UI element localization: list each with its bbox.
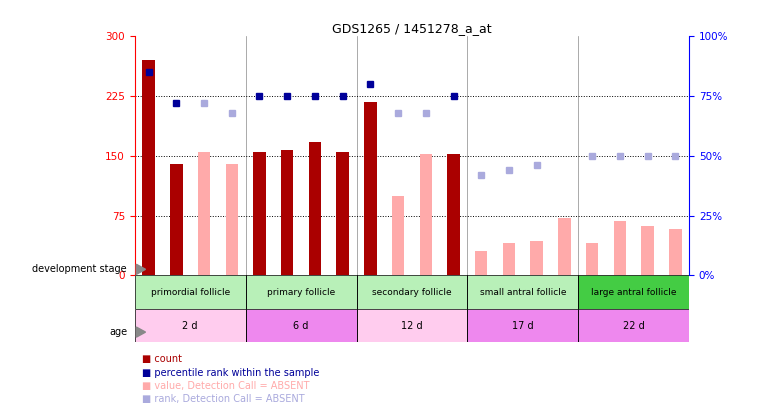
Bar: [578, 275, 689, 309]
Bar: [467, 309, 578, 342]
Text: age: age: [109, 327, 127, 337]
Bar: [392, 196, 404, 275]
Bar: [420, 154, 432, 275]
Bar: [198, 152, 210, 275]
Bar: [336, 152, 349, 275]
Text: 17 d: 17 d: [512, 320, 534, 330]
Bar: [309, 142, 321, 275]
Bar: [357, 275, 467, 309]
Bar: [135, 275, 246, 309]
Text: ■ rank, Detection Call = ABSENT: ■ rank, Detection Call = ABSENT: [142, 394, 305, 405]
Text: large antral follicle: large antral follicle: [591, 288, 677, 296]
Bar: [586, 243, 598, 275]
Text: 2 d: 2 d: [182, 320, 198, 330]
Title: GDS1265 / 1451278_a_at: GDS1265 / 1451278_a_at: [332, 22, 492, 35]
Text: ■ percentile rank within the sample: ■ percentile rank within the sample: [142, 368, 320, 378]
Bar: [170, 164, 182, 275]
Bar: [246, 275, 357, 309]
Text: 6 d: 6 d: [293, 320, 309, 330]
Bar: [447, 154, 460, 275]
Bar: [475, 252, 487, 275]
Bar: [357, 309, 467, 342]
Bar: [135, 309, 246, 342]
Text: primary follicle: primary follicle: [267, 288, 335, 296]
Bar: [246, 309, 357, 342]
Text: development stage: development stage: [32, 264, 127, 274]
Bar: [142, 60, 155, 275]
Bar: [558, 218, 571, 275]
Bar: [226, 164, 238, 275]
Bar: [531, 241, 543, 275]
Bar: [364, 102, 377, 275]
Text: small antral follicle: small antral follicle: [480, 288, 566, 296]
Text: primordial follicle: primordial follicle: [151, 288, 229, 296]
Bar: [641, 226, 654, 275]
Text: 12 d: 12 d: [401, 320, 423, 330]
Text: ■ count: ■ count: [142, 354, 182, 364]
Bar: [253, 152, 266, 275]
Bar: [669, 229, 681, 275]
Bar: [503, 243, 515, 275]
Text: 22 d: 22 d: [623, 320, 644, 330]
Text: secondary follicle: secondary follicle: [372, 288, 452, 296]
Bar: [281, 149, 293, 275]
Bar: [467, 275, 578, 309]
Bar: [614, 221, 626, 275]
Bar: [578, 309, 689, 342]
Text: ■ value, Detection Call = ABSENT: ■ value, Detection Call = ABSENT: [142, 381, 310, 391]
